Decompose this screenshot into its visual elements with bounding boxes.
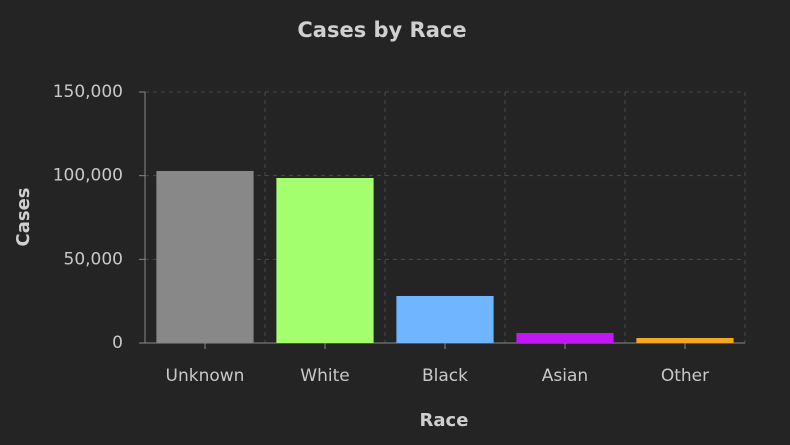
y-tick-label: 150,000: [53, 82, 123, 102]
y-tick-label: 50,000: [64, 249, 123, 269]
x-tick-label: Unknown: [166, 366, 245, 386]
x-tick-label: Black: [422, 366, 468, 386]
y-tick-label: 100,000: [53, 166, 123, 186]
bar: [516, 332, 614, 343]
bar: [276, 178, 374, 343]
bar: [636, 337, 734, 343]
bar: [156, 170, 254, 343]
x-axis-title: Race: [420, 410, 469, 431]
y-axis-title: Cases: [13, 188, 34, 247]
x-tick-label: Other: [661, 366, 709, 386]
bar: [396, 295, 494, 343]
x-tick-label: White: [300, 366, 349, 386]
x-tick-label: Asian: [542, 366, 588, 386]
chart-title: Cases by Race: [297, 18, 466, 42]
y-tick-label: 0: [112, 333, 123, 353]
